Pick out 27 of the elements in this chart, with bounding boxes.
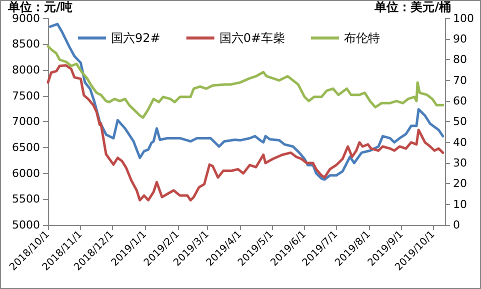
y2-tick-label: 70 xyxy=(453,74,467,87)
y2-tick-label: 10 xyxy=(453,198,467,211)
line-series xyxy=(46,64,444,202)
y-axis-title: 单位：元/吨 xyxy=(7,0,72,14)
y2-tick-label: 30 xyxy=(453,156,467,170)
y-tick-label: 7500 xyxy=(12,89,40,102)
legend-label: 国六0#车柴 xyxy=(219,31,286,45)
y-tick-label: 8000 xyxy=(12,64,40,77)
y-tick-label: 6000 xyxy=(12,166,40,180)
y2-tick-label: 90 xyxy=(453,32,467,46)
y-tick-label: 9000 xyxy=(12,12,40,25)
y2-tick-label: 80 xyxy=(453,53,467,66)
legend-label: 国六92# xyxy=(111,31,160,45)
y2-tick-label: 100 xyxy=(453,12,474,25)
y2-tick-label: 20 xyxy=(453,177,467,190)
y2-tick-label: 60 xyxy=(453,94,467,108)
legend-label: 布伦特 xyxy=(344,31,380,45)
y2-tick-label: 0 xyxy=(453,218,460,232)
line-series xyxy=(48,22,444,181)
line-series xyxy=(46,45,444,119)
y-tick-label: 6500 xyxy=(12,141,40,154)
y-tick-label: 5000 xyxy=(12,218,40,232)
y-tick-label: 7000 xyxy=(12,115,40,128)
y-tick-label: 5500 xyxy=(12,192,40,206)
y2-tick-label: 40 xyxy=(453,136,467,149)
y2-tick-label: 50 xyxy=(453,115,467,128)
y-tick-label: 8500 xyxy=(12,38,40,51)
